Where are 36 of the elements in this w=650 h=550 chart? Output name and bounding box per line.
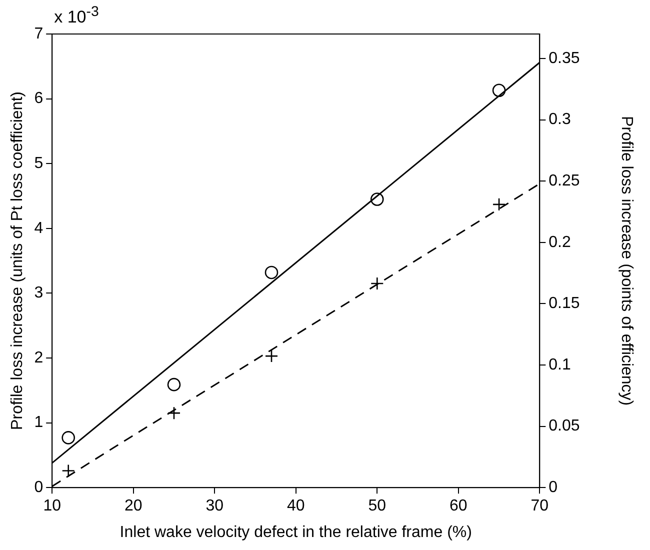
y2-tick-label: 0 [548,479,558,496]
y-tick-label: 2 [34,349,44,366]
y2-axis-title: Profile loss increase (points of efficiency) [618,116,635,406]
point [264,266,278,280]
y-tick-label: 4 [34,220,44,237]
y2-tick-label: 0.1 [548,356,572,374]
x-tick-label: 60 [450,498,468,515]
y-tick-label: 5 [34,155,44,172]
point [370,276,384,290]
x-tick-label: 20 [124,498,142,515]
point [167,378,181,392]
x-tick-label: 50 [368,498,386,515]
y-tick-label: 6 [34,90,44,108]
y2-tick-label: 0.35 [548,50,580,67]
y-tick-label: 7 [34,25,44,42]
point [264,349,278,363]
text: x 10$^{-3}$ [54,4,99,28]
y-tick-label: 0 [34,479,44,496]
y2-tick-label: 0.25 [548,172,580,190]
y-tick-label: 3 [34,284,44,302]
y2-tick-label: 0.2 [548,234,572,251]
point [492,198,506,212]
y2-tick-label: 0.05 [548,418,580,435]
point [492,84,506,98]
x-tick-label: 30 [206,498,224,515]
y-axis-title: Profile loss increase (units of Pt loss coefficient) [9,92,26,430]
point [370,192,384,206]
x-tick-label: 40 [286,498,305,515]
point [62,431,75,444]
y2-tick-label: 0.15 [548,295,580,312]
y-tick-label: 1 [34,414,44,432]
x-axis-title: Inlet wake velocity defect in the relative frame (%) [120,524,472,541]
point [167,406,181,420]
y2-tick-label: 0.3 [548,111,572,128]
x-tick-label: 10 [43,498,62,515]
x-tick-label: 70 [530,498,549,515]
